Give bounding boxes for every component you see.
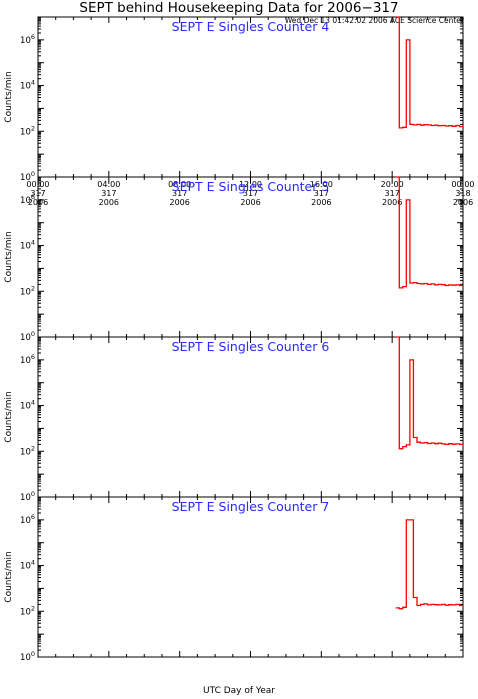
y-axis-label: Counts/min bbox=[4, 71, 14, 122]
series-line bbox=[395, 336, 463, 450]
x-tick-doy: 317 bbox=[314, 189, 329, 198]
panel-title: SEPT E Singles Counter 7 bbox=[172, 499, 330, 514]
x-tick-time: 20:00 bbox=[381, 180, 404, 189]
y-tick-label: 102 bbox=[20, 284, 35, 297]
panel-title: SEPT E Singles Counter 4 bbox=[172, 19, 330, 34]
x-tick-year: 2006 bbox=[311, 198, 331, 207]
y-axis-label: Counts/min bbox=[4, 551, 14, 602]
y-tick-label: 106 bbox=[20, 513, 35, 526]
y-tick-label: 104 bbox=[20, 239, 35, 252]
series-line bbox=[395, 519, 463, 610]
y-tick-label: 102 bbox=[20, 444, 35, 457]
y-tick-label: 104 bbox=[20, 79, 35, 92]
x-tick-time: 04:00 bbox=[97, 180, 120, 189]
x-tick-doy: 317 bbox=[243, 189, 258, 198]
panel-title: SEPT E Singles Counter 6 bbox=[172, 339, 330, 354]
x-tick-doy: 317 bbox=[101, 189, 116, 198]
x-tick-year: 2006 bbox=[99, 198, 119, 207]
x-tick-time: 12:00 bbox=[239, 180, 262, 189]
y-tick-label: 106 bbox=[20, 33, 35, 46]
x-tick-year: 2006 bbox=[382, 198, 402, 207]
y-tick-label: 102 bbox=[20, 604, 35, 617]
y-tick-label: 100 bbox=[20, 650, 35, 663]
panel-frame bbox=[37, 496, 464, 658]
y-axis-label: Counts/min bbox=[4, 391, 14, 442]
page-subtitle: Wed Dec 13 01:42:02 2006 ACE Science Cen… bbox=[284, 16, 464, 25]
x-tick-doy: 317 bbox=[172, 189, 187, 198]
y-axis-label: Counts/min bbox=[4, 231, 14, 282]
x-tick-year: 2006 bbox=[169, 198, 189, 207]
x-tick-time: 08:00 bbox=[168, 180, 191, 189]
x-tick-time: 16:00 bbox=[310, 180, 333, 189]
y-tick-label: 106 bbox=[20, 353, 35, 366]
y-tick-label: 100 bbox=[20, 490, 35, 503]
panel-title: SEPT E Singles Counter 5 bbox=[172, 179, 330, 194]
x-tick-year: 2006 bbox=[240, 198, 260, 207]
y-tick-label: 104 bbox=[20, 559, 35, 572]
y-tick-label: 104 bbox=[20, 399, 35, 412]
series-line bbox=[395, 16, 463, 129]
x-tick-doy: 317 bbox=[385, 189, 400, 198]
page-title: SEPT behind Housekeeping Data for 2006−3… bbox=[79, 0, 399, 16]
series-line bbox=[395, 176, 463, 289]
y-tick-label: 102 bbox=[20, 124, 35, 137]
x-axis-title: UTC Day of Year bbox=[203, 686, 275, 696]
y-tick-label: 100 bbox=[20, 330, 35, 343]
